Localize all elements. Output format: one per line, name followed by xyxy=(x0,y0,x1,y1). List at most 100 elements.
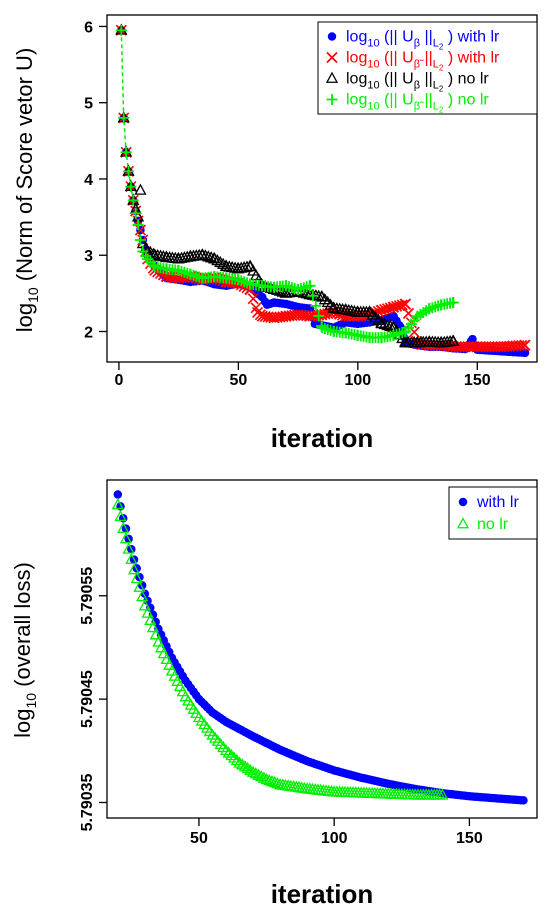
data-point xyxy=(196,248,209,260)
data-point xyxy=(136,589,149,602)
y-tick-label: 2 xyxy=(84,324,93,341)
data-point xyxy=(144,613,157,625)
data-point xyxy=(219,743,233,756)
data-point xyxy=(117,521,130,533)
data-point xyxy=(378,317,391,330)
data-point xyxy=(381,318,394,331)
data-point xyxy=(122,542,135,554)
data-point xyxy=(519,339,531,351)
legend-box xyxy=(448,486,538,540)
x-axis-title: iteration xyxy=(271,879,374,909)
y-axis-title: log10 (Norm of Score vetor U) xyxy=(12,48,41,333)
y-tick-label: 4 xyxy=(84,172,93,189)
data-point xyxy=(125,552,138,564)
y-tick-label: 5.79045 xyxy=(79,670,96,728)
data-point xyxy=(199,249,212,261)
data-point xyxy=(468,334,477,344)
data-point xyxy=(211,254,224,266)
data-point xyxy=(205,251,218,263)
data-point xyxy=(214,255,227,268)
y-axis-title: log10 (overall loss) xyxy=(10,562,39,738)
data-point xyxy=(127,563,141,575)
legend-label: with lr xyxy=(476,494,519,511)
data-point xyxy=(154,641,168,653)
data-point xyxy=(208,252,221,264)
data-point xyxy=(255,769,268,782)
data-point xyxy=(132,219,144,231)
data-point xyxy=(120,146,132,158)
data-point xyxy=(396,299,408,311)
data-point xyxy=(247,293,259,305)
legend-label: log10 (|| Uβ ||L2 ) no lr xyxy=(346,71,489,94)
plot-frame xyxy=(106,14,538,363)
x-tick-label: 150 xyxy=(464,372,491,389)
data-point xyxy=(123,165,134,177)
data-points xyxy=(111,490,528,805)
data-point xyxy=(160,652,173,665)
legend-marker xyxy=(458,497,468,507)
overall-loss-chart: 50 100 150 5.79035 5.79045 5.79055 iteration… xyxy=(10,479,538,909)
data-point xyxy=(447,297,459,309)
x-tick-label: 50 xyxy=(190,830,208,847)
y-tick-label: 6 xyxy=(84,19,93,36)
data-point xyxy=(257,771,270,783)
data-point xyxy=(384,319,397,332)
legend-marker xyxy=(326,94,338,105)
data-point xyxy=(130,571,143,584)
series-3 xyxy=(115,24,459,344)
data-point xyxy=(134,183,147,195)
legend: with lr no lr xyxy=(448,486,538,540)
x-tick-label: 150 xyxy=(456,830,483,847)
legend-marker xyxy=(325,71,339,83)
data-point xyxy=(252,768,265,780)
data-point xyxy=(307,290,319,302)
y-tick-label: 5.79035 xyxy=(79,773,96,831)
data-point xyxy=(163,658,176,670)
data-point xyxy=(152,635,165,647)
x-tick-label: 100 xyxy=(321,830,348,847)
series-1 xyxy=(111,497,449,800)
data-point xyxy=(304,280,316,292)
data-point xyxy=(114,509,127,522)
legend-label: log10 (|| Uβ ||L2 ) with lr xyxy=(346,29,500,52)
data-point xyxy=(149,628,162,640)
data-point xyxy=(157,646,170,659)
data-point xyxy=(246,765,260,777)
data-point xyxy=(236,758,249,770)
data-point xyxy=(230,753,243,766)
y-tick-label: 5.79055 xyxy=(79,567,96,625)
data-point xyxy=(260,772,273,785)
y-tick-label: 3 xyxy=(84,248,93,265)
data-point xyxy=(130,207,142,219)
data-point xyxy=(519,796,528,805)
data-point xyxy=(244,763,257,776)
data-point xyxy=(241,761,254,774)
data-point xyxy=(238,760,252,772)
data-point xyxy=(118,112,130,124)
data-point xyxy=(263,773,276,786)
data-point xyxy=(111,497,124,510)
data-point xyxy=(134,234,146,246)
data-point xyxy=(125,181,137,193)
y-tick-label: 5 xyxy=(84,96,93,113)
legend-label: no lr xyxy=(477,516,509,533)
data-point xyxy=(271,777,284,789)
data-point xyxy=(268,775,281,788)
plot-frame xyxy=(106,479,538,819)
legend-box xyxy=(317,21,538,115)
data-point xyxy=(202,250,215,262)
data-point xyxy=(375,317,388,329)
data-point xyxy=(233,756,246,768)
x-axis: 0 50 100 150 xyxy=(114,362,491,389)
data-point xyxy=(249,767,262,779)
data-point xyxy=(119,532,133,544)
data-point xyxy=(115,24,127,36)
data-point xyxy=(447,334,460,346)
data-point xyxy=(222,746,235,758)
data-point xyxy=(400,298,412,310)
legend-marker xyxy=(327,32,337,41)
legend-marker xyxy=(456,517,470,529)
x-tick-label: 0 xyxy=(114,372,123,389)
x-tick-label: 50 xyxy=(229,372,247,389)
data-point xyxy=(141,606,154,618)
